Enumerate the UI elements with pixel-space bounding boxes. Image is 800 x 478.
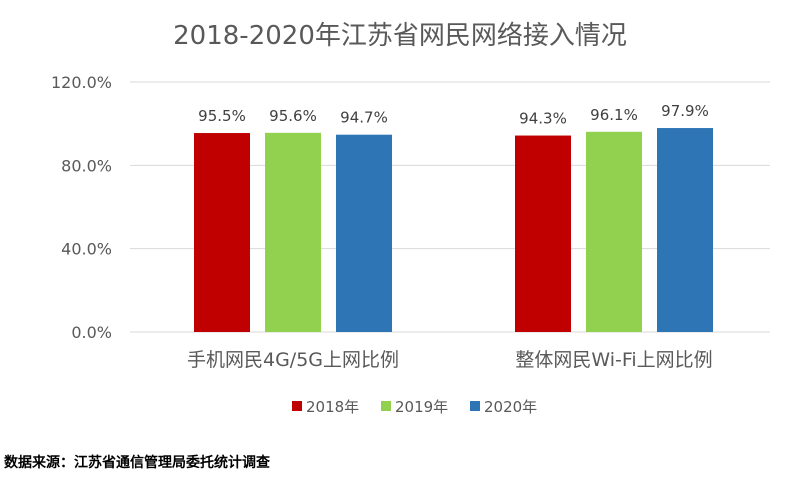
bar (265, 132, 321, 332)
x-tick-label: 整体网民Wi-Fi上网比例 (515, 349, 712, 371)
data-label: 96.1% (590, 106, 638, 124)
x-tick-label: 手机网民4G/5G上网比例 (187, 349, 399, 371)
legend-swatch (292, 401, 302, 411)
y-tick-label: 40.0% (61, 240, 112, 259)
y-tick-label: 120.0% (51, 73, 112, 92)
data-label: 95.5% (198, 107, 246, 125)
y-tick-label: 0.0% (71, 323, 112, 342)
legend-swatch (470, 401, 480, 411)
legend-label: 2018年 (306, 398, 359, 416)
bar (194, 133, 250, 332)
data-label: 94.7% (340, 109, 388, 127)
legend-swatch (381, 401, 391, 411)
legend-label: 2019年 (395, 398, 448, 416)
chart-title: 2018-2020年江苏省网民网络接入情况 (173, 21, 627, 51)
legend-label: 2020年 (484, 398, 537, 416)
data-label: 97.9% (661, 102, 709, 120)
y-tick-label: 80.0% (61, 156, 112, 175)
bar (586, 131, 642, 332)
bar (336, 134, 392, 332)
data-label: 95.6% (269, 107, 317, 125)
source-note: 数据来源：江苏省通信管理局委托统计调查 (4, 455, 270, 471)
data-label: 94.3% (519, 110, 567, 128)
bar (657, 128, 713, 332)
bar (515, 135, 571, 332)
bar-chart: 2018-2020年江苏省网民网络接入情况 0.0% 40.0% 80.0% 120.0… (51, 21, 770, 416)
